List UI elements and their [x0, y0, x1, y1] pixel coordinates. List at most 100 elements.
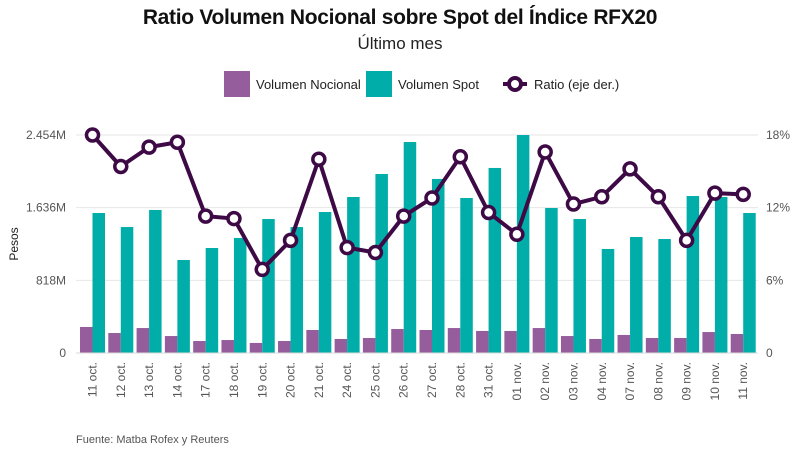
x-tick-label: 07 nov.	[623, 362, 637, 400]
bar-volumen-spot[interactable]	[120, 227, 134, 353]
ratio-point[interactable]	[424, 190, 440, 206]
bar-volumen-nocional[interactable]	[108, 333, 121, 353]
ratio-point[interactable]	[395, 208, 412, 224]
bar-volumen-spot[interactable]	[177, 259, 190, 353]
bar-volumen-spot[interactable]	[149, 209, 162, 353]
bar-volumen-nocional[interactable]	[419, 329, 433, 353]
bar-volumen-spot[interactable]	[262, 219, 275, 353]
bar-volumen-spot[interactable]	[573, 219, 586, 353]
bar-volumen-spot[interactable]	[290, 227, 304, 353]
bar-volumen-nocional[interactable]	[589, 338, 602, 353]
ratio-point[interactable]	[311, 151, 327, 167]
left-tick-label: 2.454M	[26, 128, 66, 142]
chart-subtitle: Último mes	[357, 34, 443, 53]
ratio-point[interactable]	[254, 261, 270, 278]
ratio-point[interactable]	[169, 134, 186, 151]
bar-volumen-nocional[interactable]	[278, 341, 291, 353]
ratio-point[interactable]	[537, 144, 553, 160]
bar-volumen-spot[interactable]	[658, 239, 671, 353]
x-tick-label: 11 nov.	[736, 362, 750, 400]
bar-volumen-nocional[interactable]	[391, 329, 404, 353]
ratio-point[interactable]	[197, 208, 214, 224]
ratio-point[interactable]	[594, 189, 610, 205]
x-tick-label: 18 oct.	[227, 362, 241, 398]
bar-volumen-nocional[interactable]	[306, 329, 319, 353]
legend-item-ratio[interactable]: Ratio (eje der.)	[502, 71, 619, 97]
x-tick-label: 03 nov.	[566, 362, 580, 400]
x-tick-label: 25 oct.	[368, 362, 382, 398]
bar-volumen-nocional[interactable]	[617, 334, 631, 353]
bar-volumen-nocional[interactable]	[136, 328, 150, 353]
left-tick-label: 1.636M	[26, 201, 66, 215]
x-tick-label: 24 oct.	[340, 362, 354, 398]
x-axis-labels: 11 oct. 12 oct. 13 oct. 14 oct. 17 oct. 18 oc…	[86, 362, 751, 400]
bar-volumen-nocional[interactable]	[362, 337, 376, 353]
left-axis-ticks: 0 818M 1.636M 2.454M	[26, 128, 66, 360]
ratio-point[interactable]	[339, 239, 355, 256]
bar-volumen-spot[interactable]	[92, 212, 106, 353]
bar-volumen-spot[interactable]	[460, 197, 473, 353]
legend-item-volumen-spot[interactable]: Volumen Spot	[366, 71, 479, 97]
right-tick-label: 0	[766, 346, 773, 360]
bars	[80, 135, 756, 353]
ratio-point[interactable]	[141, 139, 157, 155]
bar-volumen-spot[interactable]	[545, 208, 558, 353]
bar-volumen-nocional[interactable]	[80, 326, 93, 353]
bar-volumen-nocional[interactable]	[702, 332, 715, 353]
bar-volumen-nocional[interactable]	[532, 328, 546, 353]
ratio-point[interactable]	[226, 210, 242, 227]
legend-swatch-teal	[366, 71, 392, 97]
ratio-point[interactable]	[84, 127, 101, 143]
ratio-point[interactable]	[452, 149, 469, 165]
bar-volumen-spot[interactable]	[601, 248, 615, 353]
ratio-point[interactable]	[282, 232, 299, 249]
ratio-point[interactable]	[565, 196, 582, 212]
bar-volumen-nocional[interactable]	[249, 342, 263, 353]
bar-volumen-nocional[interactable]	[334, 338, 348, 353]
ratio-point[interactable]	[707, 185, 723, 201]
bar-volumen-nocional[interactable]	[447, 328, 461, 353]
bar-volumen-nocional[interactable]	[645, 337, 659, 353]
bar-volumen-spot[interactable]	[318, 212, 332, 353]
bar-volumen-spot[interactable]	[205, 247, 219, 353]
ratio-point[interactable]	[509, 226, 525, 243]
x-tick-label: 10 nov.	[708, 362, 722, 400]
source-note: Fuente: Matba Rofex y Reuters	[76, 434, 229, 446]
ratio-point[interactable]	[650, 189, 667, 205]
x-tick-label: 31 oct.	[482, 362, 496, 398]
x-tick-label: 20 oct.	[284, 362, 298, 398]
bar-volumen-spot[interactable]	[347, 197, 360, 353]
bar-volumen-spot[interactable]	[743, 212, 756, 353]
bar-volumen-nocional[interactable]	[730, 333, 744, 353]
legend-item-volumen-nocional[interactable]: Volumen Nocional	[224, 71, 361, 97]
bar-volumen-spot[interactable]	[432, 178, 445, 353]
bar-volumen-nocional[interactable]	[221, 340, 234, 353]
ratio-point[interactable]	[622, 161, 638, 177]
bar-volumen-nocional[interactable]	[560, 336, 574, 353]
line-marker-icon	[503, 76, 527, 92]
ratio-point[interactable]	[735, 186, 751, 203]
bar-volumen-spot[interactable]	[630, 236, 643, 353]
x-tick-label: 19 oct.	[255, 362, 269, 398]
bar-volumen-nocional[interactable]	[476, 330, 489, 353]
bar-volumen-nocional[interactable]	[674, 337, 687, 353]
bar-volumen-spot[interactable]	[403, 142, 417, 353]
ratio-point[interactable]	[367, 244, 384, 261]
x-tick-label: 14 oct.	[170, 362, 184, 398]
x-tick-label: 17 oct.	[199, 362, 213, 398]
ratio-point[interactable]	[113, 158, 129, 175]
bar-volumen-nocional[interactable]	[164, 336, 178, 353]
ratio-point[interactable]	[480, 204, 497, 221]
x-tick-label: 11 oct.	[86, 362, 100, 397]
bar-volumen-spot[interactable]	[714, 197, 728, 353]
bar-volumen-spot[interactable]	[233, 237, 247, 353]
bar-volumen-nocional[interactable]	[193, 341, 206, 353]
bar-volumen-spot[interactable]	[488, 167, 502, 353]
bar-volumen-nocional[interactable]	[504, 330, 517, 353]
x-tick-label: 27 oct.	[425, 362, 439, 398]
bar-volumen-spot[interactable]	[516, 135, 530, 353]
left-tick-label: 818M	[36, 273, 66, 287]
bar-volumen-spot[interactable]	[375, 173, 388, 353]
ratio-point[interactable]	[678, 232, 695, 249]
